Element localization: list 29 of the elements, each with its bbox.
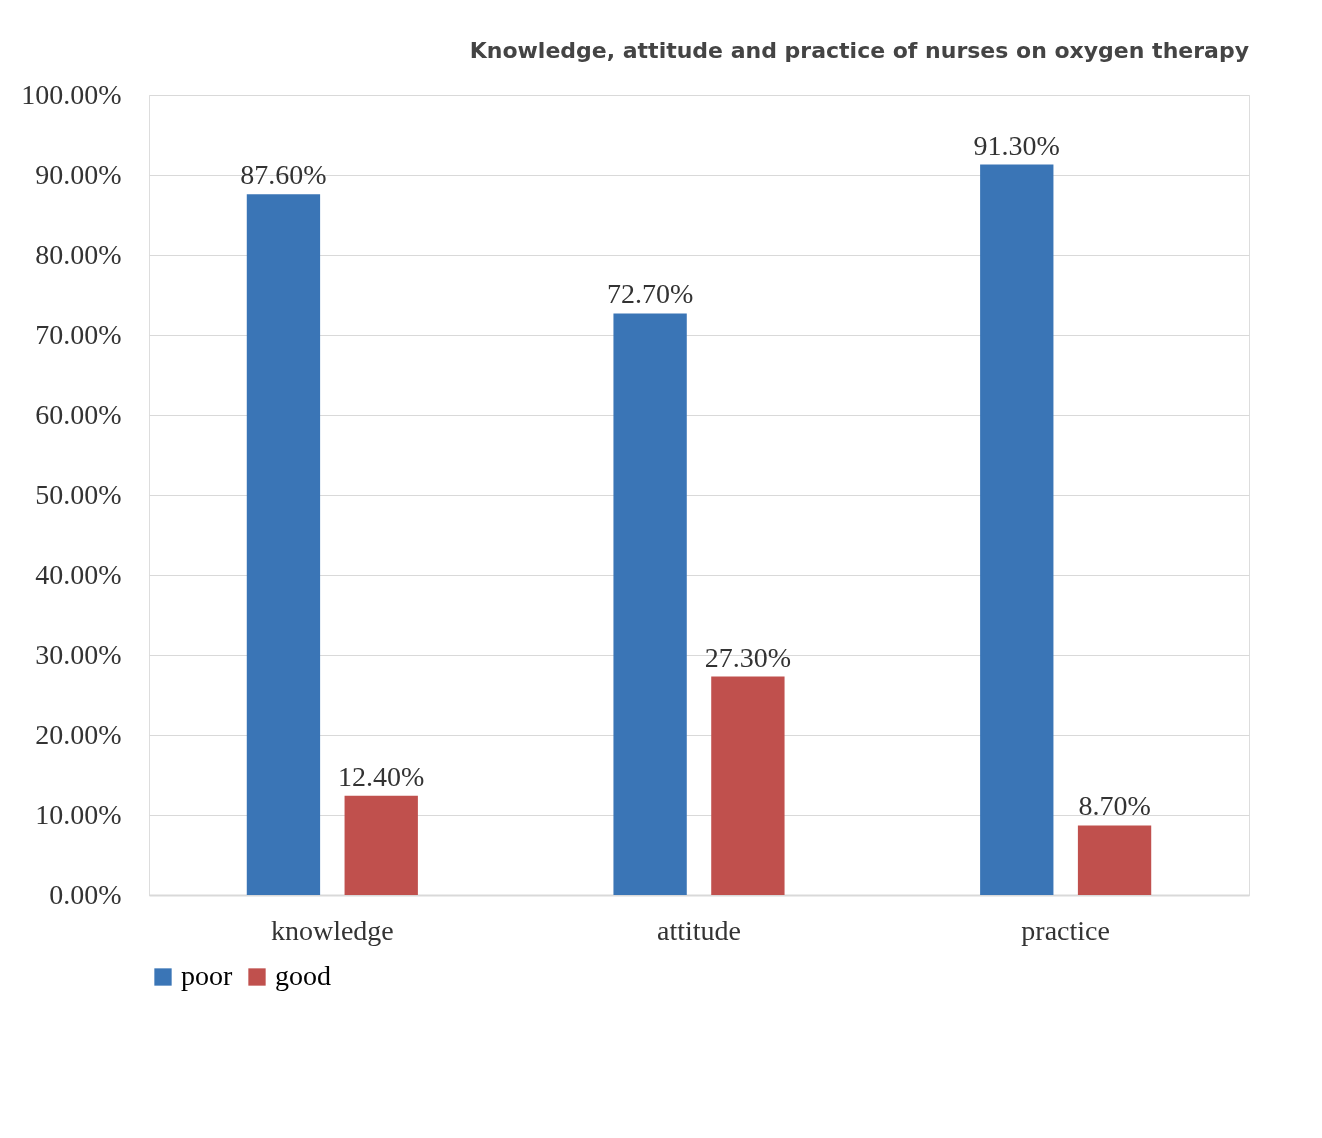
legend-label: poor: [181, 960, 233, 991]
chart-title: Knowledge, attitude and practice of nurses on oxygen therapy: [469, 38, 1249, 63]
y-tick-label: 50.00%: [35, 478, 122, 510]
data-label: 91.30%: [973, 129, 1060, 161]
y-tick-label: 40.00%: [35, 558, 122, 590]
y-tick-label: 30.00%: [35, 638, 122, 670]
data-label: 87.60%: [240, 159, 327, 191]
y-tick-label: 70.00%: [35, 318, 122, 350]
data-label: 8.70%: [1078, 790, 1151, 822]
data-label: 72.70%: [606, 278, 694, 310]
bar: [980, 164, 1054, 895]
legend-label: good: [275, 960, 331, 991]
bar: [344, 795, 418, 895]
y-tick-label: 0.00%: [49, 878, 122, 910]
data-label: 12.40%: [338, 760, 425, 792]
data-label: 27.30%: [704, 641, 792, 673]
bar: [711, 676, 785, 895]
x-tick-label: practice: [1021, 914, 1110, 946]
bar: [1077, 825, 1152, 895]
bar: [613, 313, 687, 895]
y-tick-label: 10.00%: [35, 798, 122, 830]
y-tick-label: 60.00%: [35, 398, 122, 430]
x-tick-label: attitude: [657, 914, 741, 946]
y-tick-label: 80.00%: [35, 238, 122, 270]
y-tick-label: 20.00%: [35, 718, 122, 750]
y-tick-label: 100.00%: [21, 78, 122, 110]
y-tick-label: 90.00%: [35, 158, 122, 190]
x-tick-label: knowledge: [270, 914, 394, 946]
bar: [246, 194, 321, 895]
